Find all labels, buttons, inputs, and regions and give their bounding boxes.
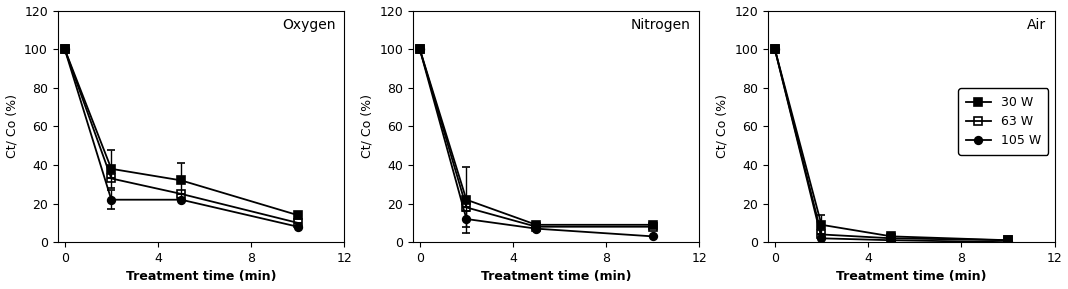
Legend: 30 W, 63 W, 105 W: 30 W, 63 W, 105 W — [958, 88, 1049, 155]
Text: Nitrogen: Nitrogen — [631, 18, 691, 32]
Y-axis label: Ct/ Co (%): Ct/ Co (%) — [716, 95, 728, 158]
Y-axis label: Ct/ Co (%): Ct/ Co (%) — [5, 95, 18, 158]
Text: Oxygen: Oxygen — [282, 18, 335, 32]
Text: Air: Air — [1026, 18, 1046, 32]
X-axis label: Treatment time (min): Treatment time (min) — [481, 271, 631, 284]
X-axis label: Treatment time (min): Treatment time (min) — [836, 271, 987, 284]
X-axis label: Treatment time (min): Treatment time (min) — [126, 271, 277, 284]
Y-axis label: Ct/ Co (%): Ct/ Co (%) — [361, 95, 374, 158]
